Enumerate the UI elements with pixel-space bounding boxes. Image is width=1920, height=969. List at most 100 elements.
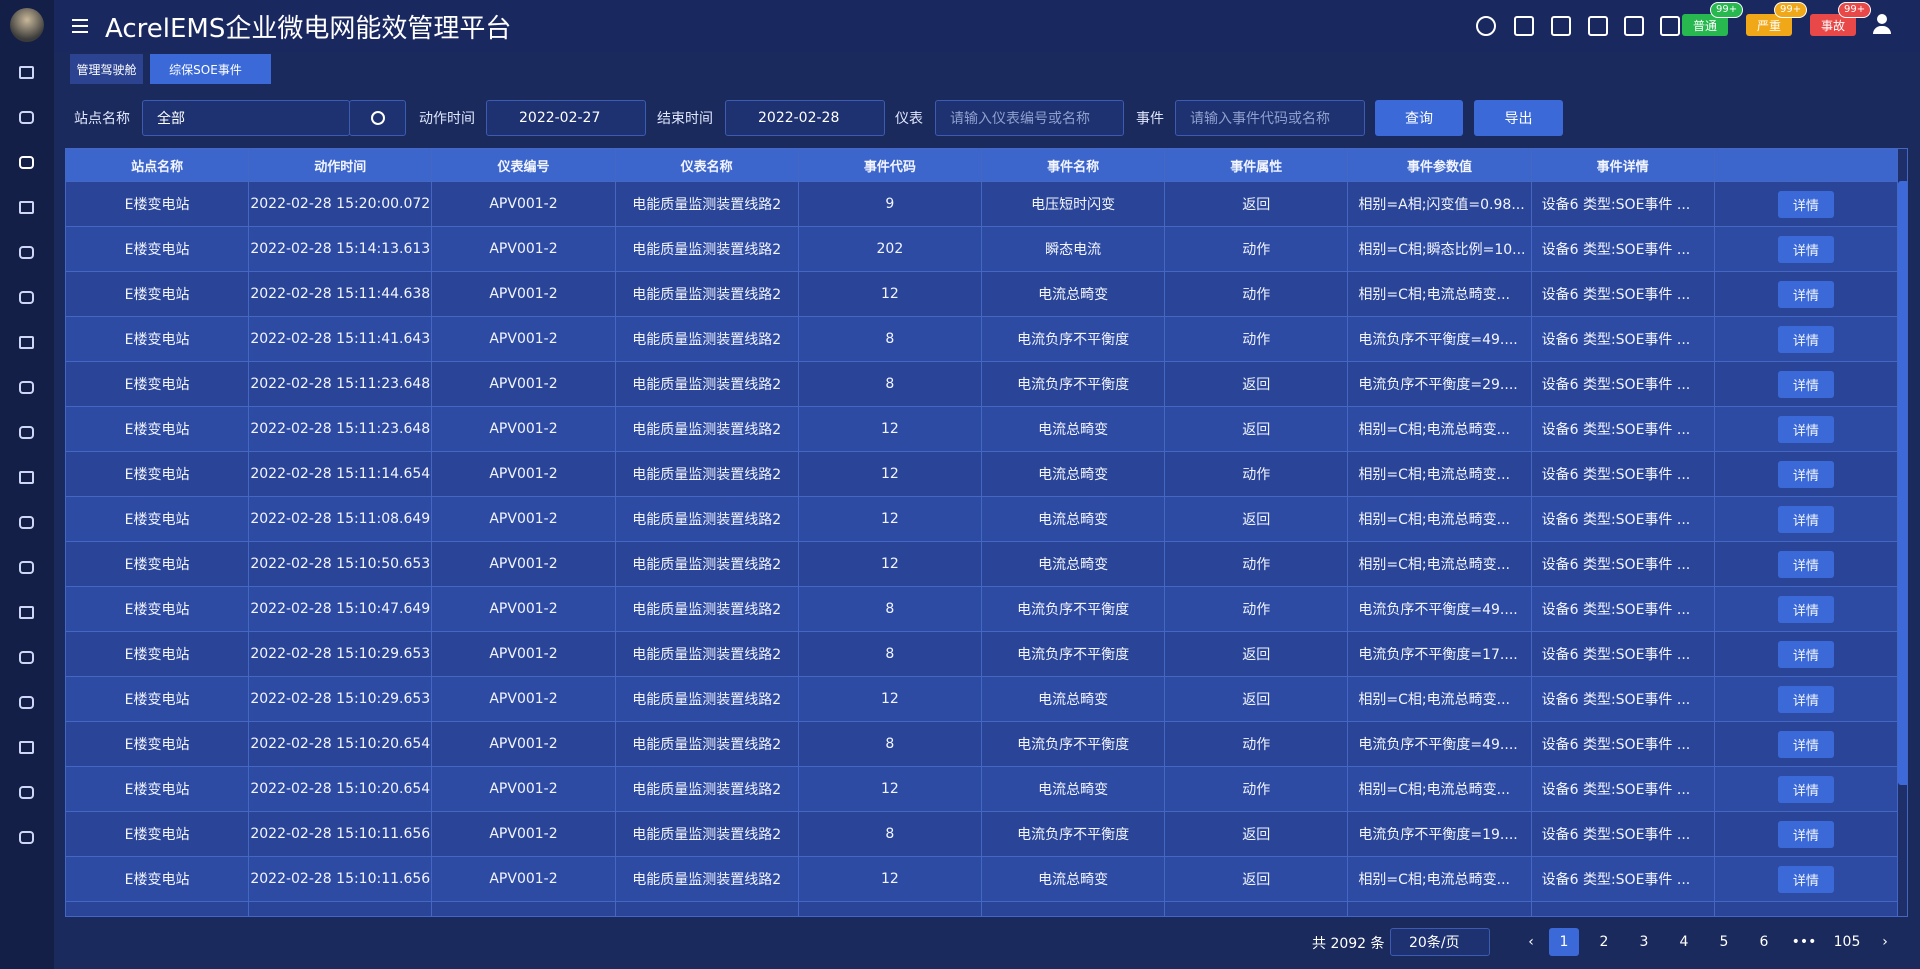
detail-button[interactable]: 详情 bbox=[1777, 280, 1834, 308]
tab-close[interactable] bbox=[255, 62, 263, 74]
user-icon[interactable] bbox=[1872, 14, 1892, 36]
table-cell: 相别=A相;闪变值=0.98... bbox=[1348, 182, 1532, 227]
search-button[interactable] bbox=[349, 100, 406, 136]
tab-active[interactable]: 综保SOE事件 bbox=[150, 54, 271, 84]
page-number[interactable]: 1 bbox=[1549, 928, 1579, 956]
detail-button[interactable]: 详情 bbox=[1777, 460, 1834, 488]
nav-icon[interactable] bbox=[19, 606, 34, 619]
total-count: 共 2092 条 bbox=[1312, 936, 1385, 952]
toolbar-icon[interactable] bbox=[1476, 16, 1496, 36]
page-number[interactable]: 5 bbox=[1719, 934, 1729, 950]
table-cell: 详情 bbox=[1714, 227, 1898, 272]
next-page[interactable]: › bbox=[1882, 934, 1888, 950]
table-cell: E楼变电站 bbox=[66, 317, 250, 362]
tab[interactable]: 管理驾驶舱 bbox=[70, 54, 143, 84]
app-title: AcrelEMS企业微电网能效管理平台 bbox=[105, 14, 512, 44]
table-cell: 设备6 类型:SOE事件 ... bbox=[1531, 182, 1715, 227]
event-input[interactable]: 请输入事件代码或名称 bbox=[1175, 100, 1365, 136]
page-number[interactable]: 3 bbox=[1639, 934, 1649, 950]
table-cell: 12 bbox=[798, 542, 982, 587]
table-cell: APV001-2 bbox=[432, 587, 616, 632]
table-cell: 设备6 类型:SOE事件 ... bbox=[1531, 542, 1715, 587]
detail-button[interactable]: 详情 bbox=[1777, 640, 1834, 668]
detail-button[interactable]: 详情 bbox=[1777, 550, 1834, 578]
page-number[interactable]: 6 bbox=[1759, 934, 1769, 950]
alarm-badge[interactable]: 事故 bbox=[1810, 14, 1856, 36]
nav-icon[interactable] bbox=[19, 336, 34, 349]
page-size-select[interactable]: 20条/页 bbox=[1390, 928, 1490, 956]
detail-button[interactable]: 详情 bbox=[1777, 775, 1834, 803]
detail-button[interactable]: 详情 bbox=[1777, 730, 1834, 758]
table-cell: 设备6 类型:SOE事件 ... bbox=[1531, 452, 1715, 497]
table-cell: 动作 bbox=[1165, 587, 1349, 632]
table-cell: 瞬态电流 bbox=[982, 227, 1166, 272]
detail-button[interactable]: 详情 bbox=[1777, 235, 1834, 263]
table-cell: 详情 bbox=[1714, 452, 1898, 497]
table-cell: 电能质量监测装置线路2 bbox=[615, 227, 799, 272]
toolbar-icon[interactable] bbox=[1660, 16, 1680, 36]
table-cell: 返回 bbox=[1165, 857, 1349, 902]
table-cell: 电流负序不平衡度 bbox=[982, 362, 1166, 407]
start-date[interactable]: 2022-02-27 bbox=[486, 100, 646, 136]
detail-button[interactable]: 详情 bbox=[1777, 370, 1834, 398]
table-cell: 2022-02-28 15:11:23.648 bbox=[249, 407, 433, 452]
nav-icon[interactable] bbox=[19, 786, 34, 799]
column-header: 事件参数值 bbox=[1348, 149, 1532, 182]
meter-input[interactable]: 请输入仪表编号或名称 bbox=[935, 100, 1124, 136]
export-button[interactable]: 导出 bbox=[1474, 100, 1563, 136]
table-cell: E楼变电站 bbox=[66, 722, 250, 767]
nav-icon[interactable] bbox=[19, 516, 34, 529]
detail-button[interactable]: 详情 bbox=[1777, 505, 1834, 533]
column-header: 事件属性 bbox=[1165, 149, 1349, 182]
detail-button[interactable]: 详情 bbox=[1777, 190, 1834, 218]
table-cell: 电能质量监测装置线路2 bbox=[615, 452, 799, 497]
table-cell: 详情 bbox=[1714, 362, 1898, 407]
page-number[interactable]: ••• bbox=[1791, 934, 1817, 950]
table-cell: 电能质量监测装置线路2 bbox=[615, 407, 799, 452]
nav-icon[interactable] bbox=[19, 426, 34, 439]
nav-icon[interactable] bbox=[19, 471, 34, 484]
nav-icon[interactable] bbox=[19, 831, 34, 844]
nav-icon[interactable] bbox=[19, 651, 34, 664]
query-button[interactable]: 查询 bbox=[1375, 100, 1463, 136]
station-select[interactable]: 全部 bbox=[142, 100, 350, 136]
table-cell: 2022-02-28 15:20:00.072 bbox=[249, 182, 433, 227]
toolbar-icon[interactable] bbox=[1588, 16, 1608, 36]
detail-button[interactable]: 详情 bbox=[1777, 325, 1834, 353]
table-cell: 动作 bbox=[1165, 722, 1349, 767]
nav-icon[interactable] bbox=[19, 111, 34, 124]
table-cell: 设备6 类型:SOE事件 ... bbox=[1531, 812, 1715, 857]
sidebar bbox=[0, 0, 54, 969]
table-cell: 动作 bbox=[1165, 317, 1349, 362]
toolbar-icon[interactable] bbox=[1514, 16, 1534, 36]
detail-button[interactable]: 详情 bbox=[1777, 595, 1834, 623]
nav-icon[interactable] bbox=[19, 291, 34, 304]
toolbar-icon[interactable] bbox=[1551, 16, 1571, 36]
nav-icon[interactable] bbox=[19, 246, 34, 259]
detail-button[interactable]: 详情 bbox=[1777, 865, 1834, 893]
nav-icon[interactable] bbox=[19, 741, 34, 754]
nav-icon[interactable] bbox=[19, 561, 34, 574]
end-date[interactable]: 2022-02-28 bbox=[725, 100, 885, 136]
detail-button[interactable]: 详情 bbox=[1777, 820, 1834, 848]
prev-page[interactable]: ‹ bbox=[1528, 934, 1534, 950]
table-cell: 电流负序不平衡度=49.... bbox=[1348, 587, 1532, 632]
page-number[interactable]: 105 bbox=[1833, 934, 1861, 950]
table-cell: E楼变电站 bbox=[66, 812, 250, 857]
page-number[interactable]: 2 bbox=[1599, 934, 1609, 950]
menu-icon[interactable] bbox=[72, 19, 88, 33]
table-cell: 2022-02-28 15:14:13.613 bbox=[249, 227, 433, 272]
table-cell: 详情 bbox=[1714, 857, 1898, 902]
toolbar-icon[interactable] bbox=[1624, 16, 1644, 36]
alarm-badge[interactable]: 严重 bbox=[1746, 14, 1792, 36]
detail-button[interactable]: 详情 bbox=[1777, 685, 1834, 713]
detail-button[interactable]: 详情 bbox=[1777, 415, 1834, 443]
table-cell: 相别=C相;电流总畸变... bbox=[1348, 677, 1532, 722]
nav-icon[interactable] bbox=[19, 696, 34, 709]
nav-icon[interactable] bbox=[19, 156, 34, 169]
alarm-badge[interactable]: 普通 bbox=[1682, 14, 1728, 36]
nav-icon[interactable] bbox=[19, 66, 34, 79]
nav-icon[interactable] bbox=[19, 201, 34, 214]
nav-icon[interactable] bbox=[19, 381, 34, 394]
page-number[interactable]: 4 bbox=[1679, 934, 1689, 950]
